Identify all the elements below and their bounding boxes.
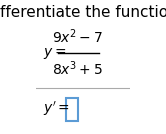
Text: $8x^3 + 5$: $8x^3 + 5$: [52, 59, 103, 78]
Text: $y =$: $y =$: [43, 46, 66, 61]
Text: $9x^2 - 7$: $9x^2 - 7$: [52, 27, 103, 46]
Text: Differentiate the function.: Differentiate the function.: [0, 5, 166, 20]
FancyBboxPatch shape: [66, 98, 78, 121]
Text: $y' =$: $y' =$: [43, 100, 70, 118]
